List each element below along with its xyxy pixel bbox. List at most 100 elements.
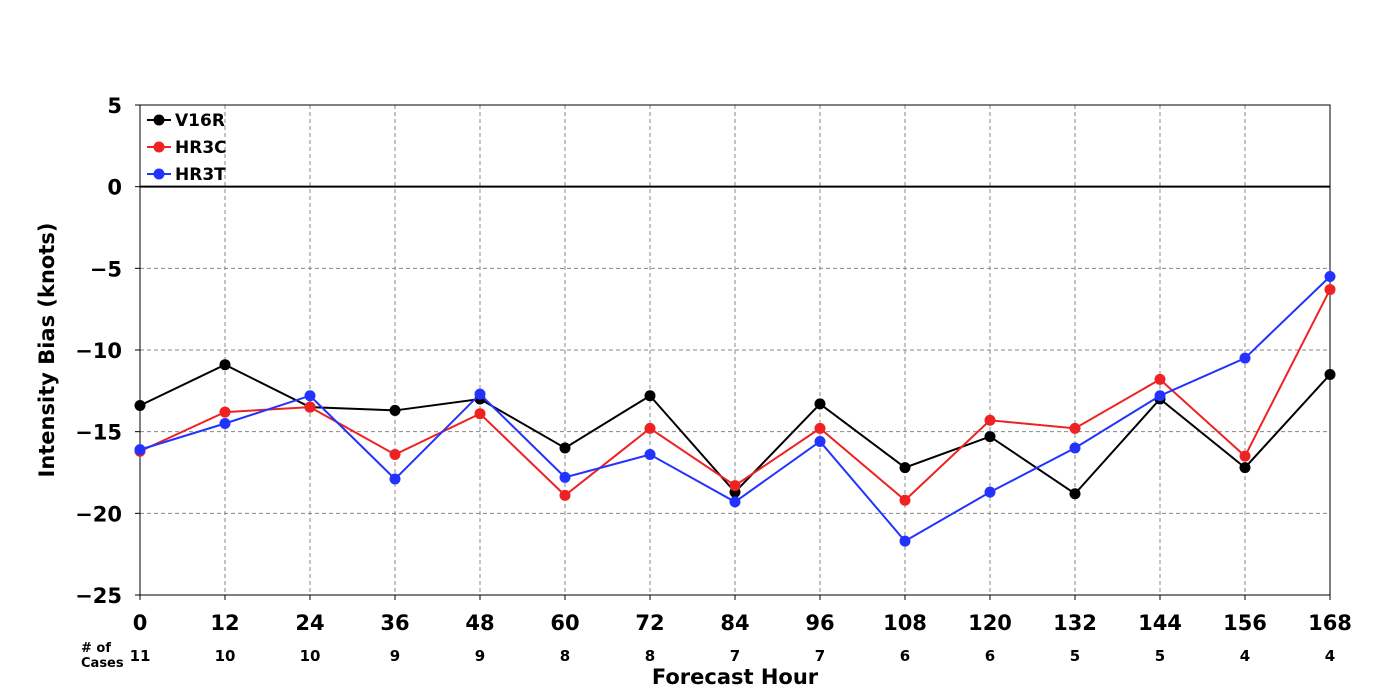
data-point <box>389 404 401 416</box>
legend-label: HR3C <box>175 138 227 158</box>
case-count: 6 <box>900 647 910 665</box>
legend-label: HR3T <box>175 165 226 185</box>
y-tick-label: −15 <box>75 421 122 445</box>
data-point <box>814 435 826 447</box>
data-point <box>559 442 571 454</box>
x-tick-label: 108 <box>883 611 927 635</box>
data-point <box>304 401 316 413</box>
series-v16r <box>134 359 1336 500</box>
x-tick-label: 0 <box>133 611 148 635</box>
series-hr3t <box>134 271 1336 547</box>
data-point <box>899 462 911 474</box>
data-point <box>389 449 401 461</box>
data-point <box>304 390 316 402</box>
case-count: 10 <box>300 647 321 665</box>
data-point <box>1239 462 1251 474</box>
x-tick-label: 84 <box>720 611 749 635</box>
data-point <box>644 449 656 461</box>
case-count: 5 <box>1070 647 1080 665</box>
x-tick-label: 144 <box>1138 611 1182 635</box>
data-point <box>134 400 146 412</box>
data-point <box>1239 352 1251 364</box>
x-tick-label: 168 <box>1308 611 1352 635</box>
data-point <box>729 496 741 508</box>
case-count: 4 <box>1240 647 1250 665</box>
legend-marker <box>153 168 165 180</box>
data-point <box>814 422 826 434</box>
x-tick-label: 72 <box>635 611 664 635</box>
data-point <box>1069 422 1081 434</box>
legend-marker <box>153 114 165 126</box>
case-count: 11 <box>130 647 151 665</box>
data-point <box>474 388 486 400</box>
data-point <box>219 359 231 371</box>
data-point <box>1324 271 1336 282</box>
cases-header: # of Cases <box>81 641 124 671</box>
data-point <box>1324 284 1336 296</box>
y-tick-label: −25 <box>75 584 122 608</box>
cases-header-line: Cases <box>81 656 124 671</box>
data-point <box>899 535 911 547</box>
data-point <box>1069 488 1081 500</box>
x-tick-label: 60 <box>550 611 579 635</box>
case-count: 8 <box>560 647 570 665</box>
x-tick-label: 132 <box>1053 611 1097 635</box>
x-tick-label: 48 <box>465 611 494 635</box>
legend-label: V16R <box>175 111 225 131</box>
legend-item-hr3c: HR3C <box>147 138 227 158</box>
x-tick-labels: 0 12 24 36 48 60 72 84 96 108 120 132 144 156 168 <box>133 595 1352 635</box>
case-count: 7 <box>730 647 740 665</box>
x-tick-label: 12 <box>210 611 239 635</box>
legend-item-v16r: V16R <box>147 111 225 131</box>
cases-row: # of Cases 11 10 10 9 9 8 8 7 7 6 6 5 5 4 4 <box>81 641 1335 671</box>
y-tick-label: 5 <box>107 94 122 118</box>
x-axis-title: Forecast Hour <box>652 665 819 689</box>
data-point <box>559 471 571 483</box>
data-point <box>644 422 656 434</box>
case-count: 7 <box>815 647 825 665</box>
case-count: 5 <box>1155 647 1165 665</box>
data-point <box>1154 390 1166 402</box>
data-point <box>1324 369 1336 380</box>
cases-header-line: # of <box>81 641 111 656</box>
data-point <box>389 473 401 485</box>
case-count: 10 <box>215 647 236 665</box>
data-point <box>984 431 996 443</box>
x-tick-label: 24 <box>295 611 324 635</box>
x-tick-label: 156 <box>1223 611 1267 635</box>
case-count: 9 <box>390 647 400 665</box>
y-tick-labels: 5 0 −5 −10 −15 −20 −25 <box>75 94 140 608</box>
data-point <box>644 390 656 402</box>
data-point <box>474 408 486 420</box>
case-count: 6 <box>985 647 995 665</box>
y-tick-label: −10 <box>75 339 122 363</box>
data-point <box>134 444 146 456</box>
legend-marker <box>153 141 165 153</box>
y-tick-label: 0 <box>107 176 122 200</box>
case-count: 8 <box>645 647 655 665</box>
data-point <box>984 486 996 498</box>
legend-item-hr3t: HR3T <box>147 165 226 185</box>
legend: V16R HR3C HR3T <box>147 111 227 185</box>
case-count: 9 <box>475 647 485 665</box>
series-layer <box>134 271 1336 547</box>
data-point <box>1154 373 1166 385</box>
data-point <box>729 480 741 492</box>
data-point <box>984 414 996 426</box>
y-tick-label: −5 <box>90 257 122 281</box>
data-point <box>219 406 231 418</box>
data-point <box>1239 450 1251 462</box>
data-point <box>814 398 826 410</box>
y-tick-label: −20 <box>75 502 122 526</box>
x-tick-label: 96 <box>805 611 834 635</box>
y-axis-title: Intensity Bias (knots) <box>35 223 59 478</box>
grid-layer <box>140 105 1330 595</box>
case-count: 4 <box>1325 647 1335 665</box>
x-tick-label: 120 <box>968 611 1012 635</box>
x-tick-label: 36 <box>380 611 409 635</box>
data-point <box>219 418 231 429</box>
data-point <box>559 489 571 501</box>
data-point <box>899 494 911 506</box>
data-point <box>1069 442 1081 454</box>
